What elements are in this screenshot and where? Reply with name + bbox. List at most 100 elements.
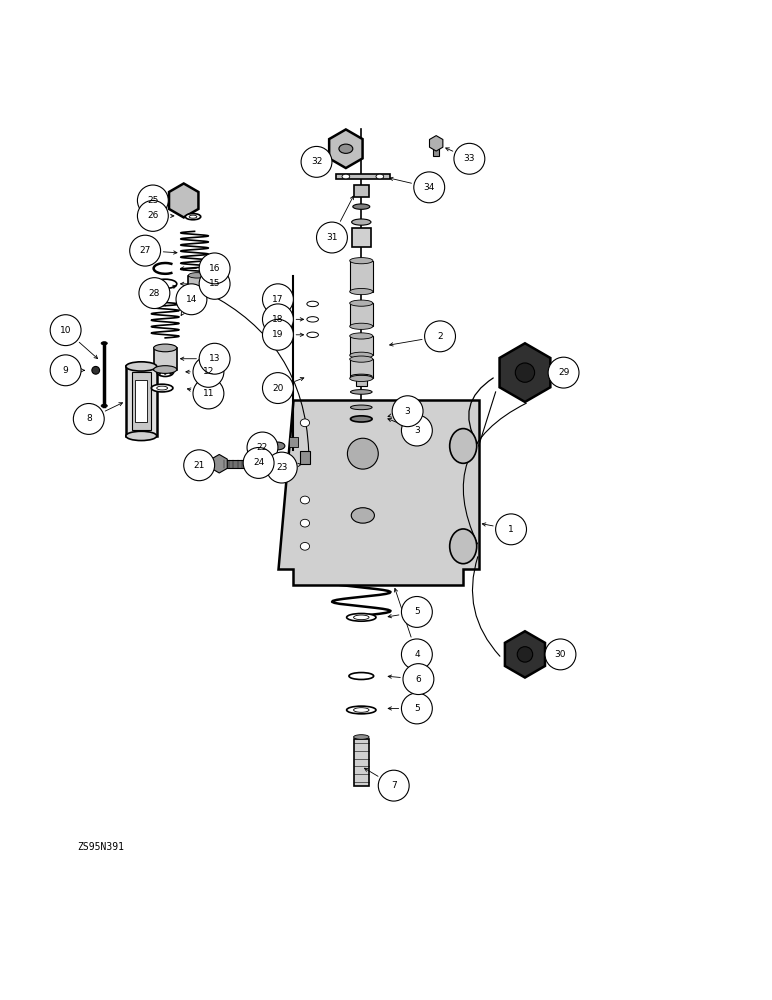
Ellipse shape bbox=[188, 290, 205, 295]
Text: 30: 30 bbox=[555, 650, 566, 659]
Circle shape bbox=[193, 378, 224, 409]
Bar bbox=[355, 375, 367, 386]
Circle shape bbox=[199, 253, 230, 284]
Circle shape bbox=[247, 432, 278, 463]
Ellipse shape bbox=[342, 174, 350, 179]
Text: ZS95N391: ZS95N391 bbox=[77, 842, 124, 852]
Circle shape bbox=[454, 143, 485, 174]
Text: 19: 19 bbox=[273, 330, 283, 339]
Ellipse shape bbox=[189, 215, 197, 218]
Text: 3: 3 bbox=[405, 407, 411, 416]
Polygon shape bbox=[329, 129, 363, 168]
Text: 22: 22 bbox=[257, 443, 268, 452]
Ellipse shape bbox=[349, 673, 374, 679]
Ellipse shape bbox=[101, 342, 107, 345]
Ellipse shape bbox=[157, 367, 174, 376]
Ellipse shape bbox=[350, 375, 373, 381]
Ellipse shape bbox=[306, 301, 318, 307]
Ellipse shape bbox=[517, 647, 533, 662]
Ellipse shape bbox=[154, 344, 177, 352]
Ellipse shape bbox=[157, 386, 168, 390]
Ellipse shape bbox=[154, 366, 177, 373]
Ellipse shape bbox=[126, 431, 157, 441]
Text: 14: 14 bbox=[186, 295, 197, 304]
Circle shape bbox=[137, 200, 168, 231]
Text: 21: 21 bbox=[194, 461, 205, 470]
Ellipse shape bbox=[300, 496, 310, 504]
Text: 16: 16 bbox=[209, 264, 220, 273]
Text: 6: 6 bbox=[415, 675, 422, 684]
Circle shape bbox=[262, 319, 293, 350]
Text: 12: 12 bbox=[203, 367, 214, 376]
Bar bbox=[354, 739, 369, 786]
Text: 25: 25 bbox=[147, 196, 158, 205]
Text: 11: 11 bbox=[203, 389, 214, 398]
Ellipse shape bbox=[350, 416, 372, 422]
Circle shape bbox=[401, 639, 432, 670]
Circle shape bbox=[139, 278, 170, 309]
Ellipse shape bbox=[151, 384, 173, 392]
Text: 1: 1 bbox=[508, 525, 514, 534]
Text: 33: 33 bbox=[464, 154, 475, 163]
Circle shape bbox=[545, 639, 576, 670]
Bar bbox=[433, 141, 439, 156]
Ellipse shape bbox=[339, 144, 353, 153]
Polygon shape bbox=[169, 183, 198, 217]
Ellipse shape bbox=[350, 356, 373, 362]
Circle shape bbox=[262, 284, 293, 315]
Bar bbox=[300, 451, 310, 464]
Ellipse shape bbox=[350, 374, 372, 379]
Text: 5: 5 bbox=[414, 704, 420, 713]
Ellipse shape bbox=[354, 735, 369, 739]
Circle shape bbox=[243, 448, 274, 478]
Text: 3: 3 bbox=[414, 426, 420, 435]
Circle shape bbox=[401, 693, 432, 724]
Ellipse shape bbox=[300, 542, 310, 550]
Polygon shape bbox=[212, 454, 227, 473]
Ellipse shape bbox=[350, 405, 372, 410]
Text: 31: 31 bbox=[327, 233, 337, 242]
Circle shape bbox=[262, 373, 293, 403]
Text: 24: 24 bbox=[253, 458, 264, 467]
Text: 17: 17 bbox=[273, 295, 283, 304]
Polygon shape bbox=[278, 400, 479, 585]
Circle shape bbox=[262, 304, 293, 335]
Ellipse shape bbox=[516, 363, 534, 382]
Bar bbox=[354, 185, 369, 197]
Circle shape bbox=[392, 396, 423, 427]
Bar bbox=[350, 359, 373, 378]
Text: 26: 26 bbox=[147, 211, 158, 220]
Bar bbox=[350, 303, 373, 326]
Bar bbox=[351, 228, 371, 247]
Ellipse shape bbox=[351, 508, 374, 523]
Text: 18: 18 bbox=[273, 315, 283, 324]
Ellipse shape bbox=[126, 362, 157, 371]
Ellipse shape bbox=[376, 174, 384, 179]
Ellipse shape bbox=[350, 323, 373, 329]
Polygon shape bbox=[505, 631, 545, 678]
Ellipse shape bbox=[449, 429, 476, 463]
Bar bbox=[222, 460, 249, 468]
Circle shape bbox=[266, 452, 297, 483]
Circle shape bbox=[414, 172, 445, 203]
Circle shape bbox=[137, 185, 168, 216]
Polygon shape bbox=[336, 174, 390, 179]
Ellipse shape bbox=[347, 438, 378, 469]
Circle shape bbox=[184, 450, 215, 481]
Bar bbox=[154, 348, 177, 370]
Text: 28: 28 bbox=[149, 289, 160, 298]
Ellipse shape bbox=[354, 615, 369, 620]
Circle shape bbox=[403, 664, 434, 695]
Circle shape bbox=[317, 222, 347, 253]
Circle shape bbox=[193, 356, 224, 387]
Ellipse shape bbox=[169, 368, 171, 370]
Circle shape bbox=[176, 284, 207, 315]
Circle shape bbox=[425, 321, 455, 352]
Circle shape bbox=[548, 357, 579, 388]
Bar bbox=[350, 336, 373, 355]
Polygon shape bbox=[429, 136, 443, 151]
Ellipse shape bbox=[350, 258, 373, 264]
Circle shape bbox=[199, 268, 230, 299]
Circle shape bbox=[50, 315, 81, 346]
Ellipse shape bbox=[169, 372, 171, 375]
